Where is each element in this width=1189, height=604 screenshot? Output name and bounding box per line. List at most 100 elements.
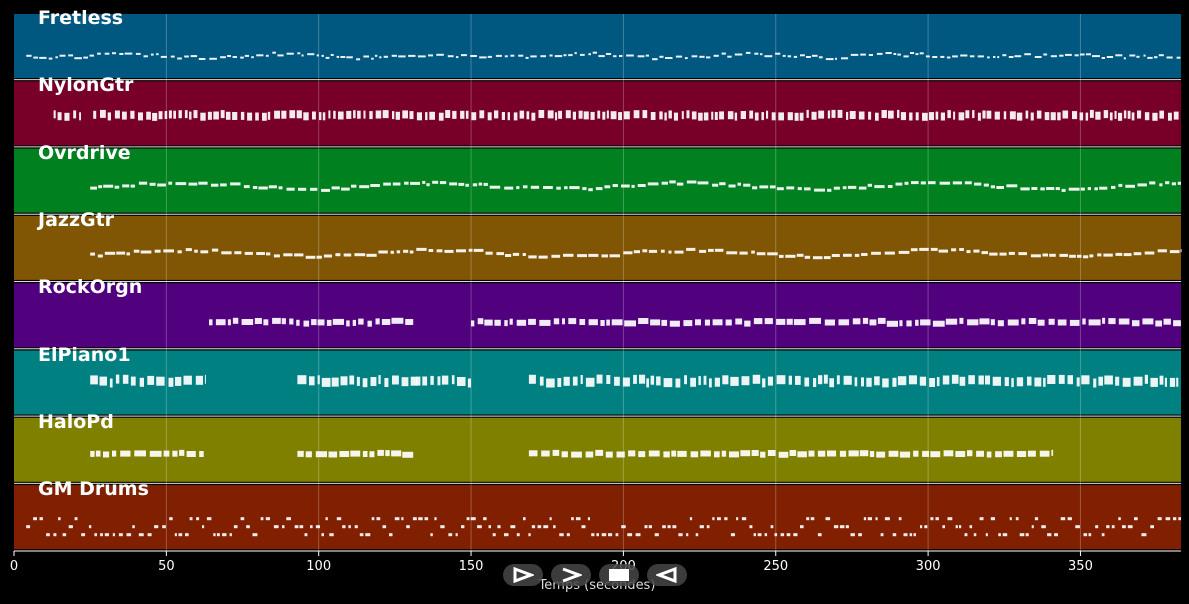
note [1088, 319, 1101, 326]
note [1094, 187, 1098, 191]
note [408, 54, 416, 57]
note [335, 253, 341, 257]
note [104, 52, 110, 55]
note [631, 184, 635, 188]
note [1060, 517, 1066, 521]
note [740, 450, 751, 457]
note [869, 319, 877, 326]
note [867, 183, 872, 187]
track-label: HaloPd [38, 410, 114, 433]
note [321, 188, 330, 192]
note [119, 53, 124, 55]
note [232, 317, 239, 324]
note [940, 112, 945, 121]
note [633, 250, 640, 254]
note [256, 54, 264, 57]
note [973, 249, 980, 253]
note [676, 182, 684, 186]
note [354, 525, 358, 529]
note [1176, 377, 1179, 387]
note [558, 110, 562, 119]
note [1165, 181, 1170, 185]
note [531, 112, 536, 121]
note [769, 185, 776, 189]
note [575, 517, 581, 521]
note [596, 374, 603, 384]
note [986, 451, 992, 458]
note [588, 53, 591, 56]
note [1087, 187, 1091, 191]
note [581, 525, 586, 529]
note [759, 185, 769, 189]
note [516, 186, 520, 190]
note [90, 252, 95, 256]
note [512, 252, 520, 256]
note [1077, 254, 1082, 258]
note [1180, 249, 1182, 253]
note [1047, 375, 1056, 384]
note [1108, 318, 1116, 325]
note [884, 251, 895, 255]
note [973, 533, 977, 537]
note [797, 451, 807, 458]
note [881, 110, 887, 118]
note [574, 52, 577, 55]
note [677, 450, 687, 457]
note [227, 55, 231, 57]
note [806, 517, 810, 521]
note [675, 378, 681, 388]
note [332, 318, 344, 325]
note [356, 58, 361, 61]
note [818, 110, 825, 119]
note [406, 525, 410, 529]
note [983, 183, 989, 187]
note [188, 182, 198, 186]
note [409, 250, 414, 254]
note [577, 254, 587, 258]
note [959, 317, 964, 324]
note [348, 525, 351, 529]
note [1150, 525, 1154, 529]
note [638, 318, 649, 324]
stop-button[interactable] [599, 564, 639, 586]
note [854, 253, 860, 257]
note [906, 320, 912, 327]
note [1006, 184, 1018, 188]
note [160, 55, 167, 58]
note [1136, 55, 1140, 58]
note [623, 251, 633, 255]
note [583, 111, 589, 120]
note [374, 54, 378, 57]
note [751, 250, 755, 254]
note [1133, 376, 1143, 386]
note [222, 533, 227, 537]
note [262, 112, 267, 121]
note [177, 250, 182, 254]
note [850, 533, 855, 537]
next-button[interactable] [551, 564, 591, 586]
note [338, 111, 344, 120]
note [150, 53, 154, 56]
note [272, 317, 281, 324]
note [989, 252, 998, 256]
play-reverse-icon [656, 567, 677, 583]
note [232, 112, 238, 120]
note [1115, 54, 1123, 57]
note [899, 451, 911, 458]
note [580, 53, 585, 56]
note [843, 253, 852, 257]
note [519, 110, 525, 119]
note [370, 377, 377, 386]
note [133, 249, 140, 253]
note [913, 450, 919, 457]
note [477, 525, 482, 529]
note [947, 110, 951, 119]
note [346, 320, 350, 327]
note [650, 319, 661, 326]
play-forward-button[interactable] [503, 564, 543, 586]
note [859, 450, 869, 457]
note [1069, 254, 1076, 258]
note [99, 376, 107, 386]
note [395, 111, 400, 120]
back-button[interactable] [647, 564, 687, 586]
